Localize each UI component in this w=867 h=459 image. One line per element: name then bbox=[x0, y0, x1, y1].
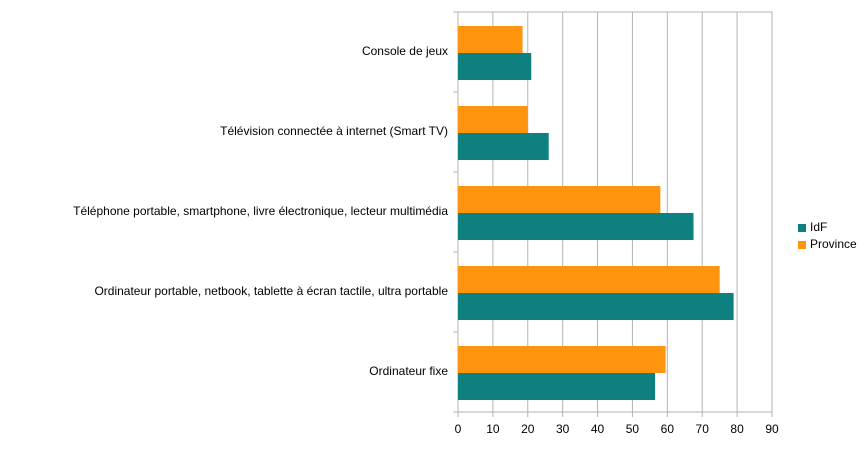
bar bbox=[458, 53, 532, 80]
bar bbox=[458, 293, 734, 320]
x-tick-label: 70 bbox=[696, 422, 710, 436]
legend-swatch bbox=[798, 224, 806, 232]
bar bbox=[458, 26, 523, 53]
y-tick-label: Téléphone portable, smartphone, livre él… bbox=[73, 204, 448, 218]
x-tick-label: 10 bbox=[486, 422, 500, 436]
x-tick-label: 40 bbox=[591, 422, 605, 436]
bar bbox=[458, 373, 656, 400]
bar bbox=[458, 266, 720, 293]
y-tick-label: Console de jeux bbox=[362, 44, 448, 58]
legend-swatch bbox=[798, 241, 806, 249]
bar bbox=[458, 106, 528, 133]
bar bbox=[458, 346, 666, 373]
bar bbox=[458, 133, 549, 160]
legend-label: Province bbox=[810, 237, 857, 251]
x-tick-label: 20 bbox=[521, 422, 535, 436]
x-tick-label: 90 bbox=[765, 422, 779, 436]
y-tick-label: Télévision connectée à internet (Smart T… bbox=[220, 124, 448, 138]
bar bbox=[458, 186, 661, 213]
x-tick-label: 50 bbox=[626, 422, 640, 436]
x-tick-label: 30 bbox=[556, 422, 570, 436]
x-tick-label: 0 bbox=[455, 422, 462, 436]
x-tick-label: 60 bbox=[661, 422, 675, 436]
y-tick-label: Ordinateur portable, netbook, tablette à… bbox=[94, 284, 448, 298]
legend-label: IdF bbox=[810, 220, 827, 234]
bar bbox=[458, 213, 694, 240]
y-tick-label: Ordinateur fixe bbox=[369, 364, 448, 378]
x-tick-label: 80 bbox=[730, 422, 744, 436]
